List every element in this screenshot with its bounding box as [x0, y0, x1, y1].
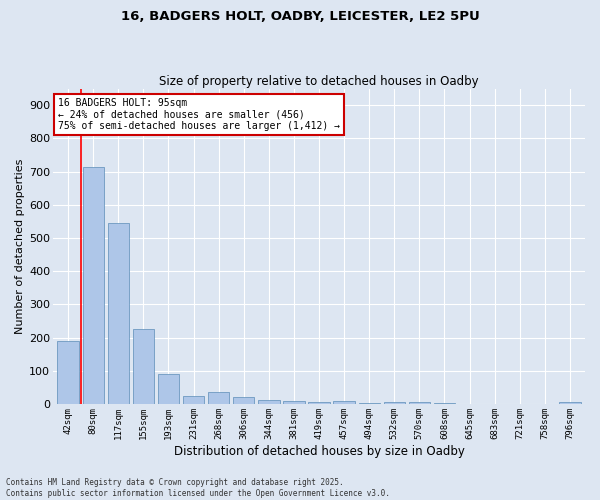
Bar [283, 402, 305, 404]
Text: Contains HM Land Registry data © Crown copyright and database right 2025.
Contai: Contains HM Land Registry data © Crown c… [6, 478, 390, 498]
Bar [258, 400, 280, 404]
Y-axis label: Number of detached properties: Number of detached properties [15, 158, 25, 334]
Bar [183, 396, 204, 404]
Title: Size of property relative to detached houses in Oadby: Size of property relative to detached ho… [159, 76, 479, 88]
Bar [308, 402, 329, 404]
Bar [208, 392, 229, 404]
Bar [83, 166, 104, 404]
Bar [434, 403, 455, 404]
Bar [107, 223, 129, 404]
Bar [133, 329, 154, 404]
Bar [359, 402, 380, 404]
Bar [334, 400, 355, 404]
Text: 16, BADGERS HOLT, OADBY, LEICESTER, LE2 5PU: 16, BADGERS HOLT, OADBY, LEICESTER, LE2 … [121, 10, 479, 23]
Bar [158, 374, 179, 404]
Text: 16 BADGERS HOLT: 95sqm
← 24% of detached houses are smaller (456)
75% of semi-de: 16 BADGERS HOLT: 95sqm ← 24% of detached… [58, 98, 340, 131]
X-axis label: Distribution of detached houses by size in Oadby: Distribution of detached houses by size … [173, 444, 464, 458]
Bar [409, 402, 430, 404]
Bar [383, 402, 405, 404]
Bar [58, 341, 79, 404]
Bar [233, 396, 254, 404]
Bar [559, 402, 581, 404]
